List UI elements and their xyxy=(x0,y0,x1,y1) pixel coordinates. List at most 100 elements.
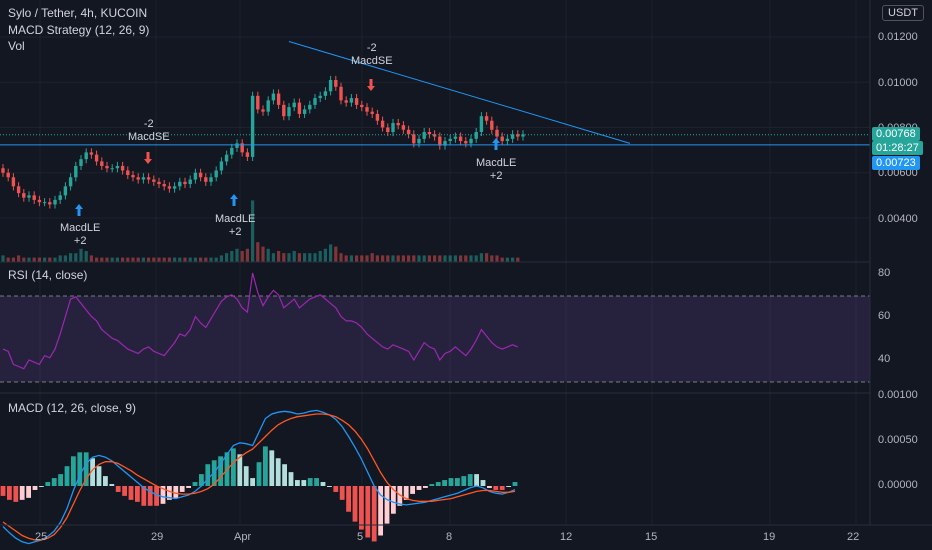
volume-bar xyxy=(490,255,494,262)
volume-bar xyxy=(69,253,73,262)
macd-histogram-bar xyxy=(83,452,89,486)
macd-histogram-bar xyxy=(346,486,351,512)
candle-body xyxy=(27,195,31,198)
macd-histogram-bar xyxy=(160,486,166,504)
candle-body xyxy=(276,93,281,105)
volume-bar xyxy=(505,257,509,262)
candle-body xyxy=(48,202,52,205)
macd-histogram-bar xyxy=(103,476,108,486)
signal-name: MacdSE xyxy=(128,131,170,143)
candle-body xyxy=(42,202,47,204)
candle-body xyxy=(490,120,494,130)
volume-bar xyxy=(277,251,281,262)
macd-histogram-bar xyxy=(455,478,460,486)
signal-qty: -2 xyxy=(143,118,154,130)
volume-bar xyxy=(391,255,395,262)
macd-histogram-bar xyxy=(391,486,396,514)
candle-body xyxy=(146,177,151,180)
macd-histogram-bar xyxy=(499,486,505,490)
volume-bar xyxy=(11,257,15,262)
candle-body xyxy=(282,104,286,117)
volume-bar xyxy=(479,253,483,262)
volume-bar xyxy=(438,255,442,262)
candle-body xyxy=(162,184,166,187)
rsi-band-fill xyxy=(0,296,870,382)
macd-tick: 0.00100 xyxy=(878,389,918,401)
candle-body xyxy=(204,177,208,182)
candle-body xyxy=(479,116,484,133)
currency-button[interactable]: USDT xyxy=(882,5,924,21)
macd-histogram-bar xyxy=(32,486,38,490)
signal-line xyxy=(2,413,516,541)
candle-body xyxy=(308,104,312,110)
macd-histogram-bar xyxy=(461,476,467,486)
macd-histogram-bar xyxy=(58,474,63,486)
candle-body xyxy=(178,181,182,187)
volume-bar xyxy=(344,255,348,262)
volume-bar xyxy=(22,257,26,262)
time-tick: 15 xyxy=(645,531,658,543)
volume-bar xyxy=(495,255,499,262)
support-price-label: 0.00723 xyxy=(872,156,920,170)
candle-body xyxy=(464,141,468,144)
volume-bar xyxy=(105,257,109,262)
candle-body xyxy=(349,98,354,103)
rsi-line xyxy=(2,272,519,370)
volume-bar xyxy=(27,257,31,262)
volume-bar xyxy=(225,253,229,262)
volume-bar xyxy=(58,255,62,262)
macd-histogram-bar xyxy=(135,486,140,502)
macd-histogram-bar xyxy=(237,454,243,486)
macd-tick: 0.00050 xyxy=(878,434,918,446)
macd-histogram-bar xyxy=(0,486,6,496)
candle-body xyxy=(365,107,369,112)
price-pane[interactable] xyxy=(0,41,870,262)
volume-bar xyxy=(199,257,203,262)
candle-body xyxy=(136,177,140,180)
volume-bar xyxy=(355,255,359,262)
volume-bar xyxy=(183,257,187,262)
trendline[interactable] xyxy=(288,41,631,144)
candle-body xyxy=(370,111,374,114)
candle-body xyxy=(58,195,62,200)
rsi-pane[interactable] xyxy=(0,272,870,383)
volume-bar xyxy=(141,257,145,262)
candle-body xyxy=(115,165,120,169)
macd-tick: 0.00000 xyxy=(878,479,918,491)
macd-histogram-bar xyxy=(269,450,275,486)
volume-bar xyxy=(407,255,411,262)
macd-histogram-bar xyxy=(416,486,422,490)
price-tick: 0.00600 xyxy=(878,167,918,179)
volume-bar xyxy=(219,255,223,262)
price-tick: 0.01000 xyxy=(878,77,918,89)
signal-name: MacdLE xyxy=(215,213,256,225)
volume-bar xyxy=(271,253,275,262)
candle-body xyxy=(443,141,447,146)
long-arrow-icon xyxy=(230,194,238,206)
time-tick: Apr xyxy=(234,531,252,543)
signal-long-2: MacdLE +2 xyxy=(215,213,255,239)
volume-bar xyxy=(53,257,57,262)
volume-bar xyxy=(287,253,291,262)
volume-bar xyxy=(63,255,67,262)
candle-body xyxy=(521,134,525,137)
macd-histogram-bar xyxy=(327,486,332,487)
macd-histogram-bar xyxy=(218,456,223,486)
short-arrow-icon xyxy=(144,152,152,164)
candle-body xyxy=(448,138,452,142)
volume-bar xyxy=(235,248,239,262)
macd-histogram-bar xyxy=(333,486,339,492)
macd-title: MACD (12, 26, close, 9) xyxy=(8,401,137,415)
macd-histogram-bar xyxy=(192,482,198,486)
candle-body xyxy=(313,98,317,105)
volume-bar xyxy=(204,257,208,262)
time-tick: 5 xyxy=(357,531,364,543)
candle-body xyxy=(412,134,416,144)
signal-long-1: MacdLE +2 xyxy=(60,222,100,248)
volume-bar xyxy=(251,200,255,262)
volume-bar xyxy=(292,251,296,262)
macd-pane[interactable] xyxy=(0,409,518,545)
short-arrow-icon xyxy=(367,79,375,91)
candle-body xyxy=(209,177,213,182)
